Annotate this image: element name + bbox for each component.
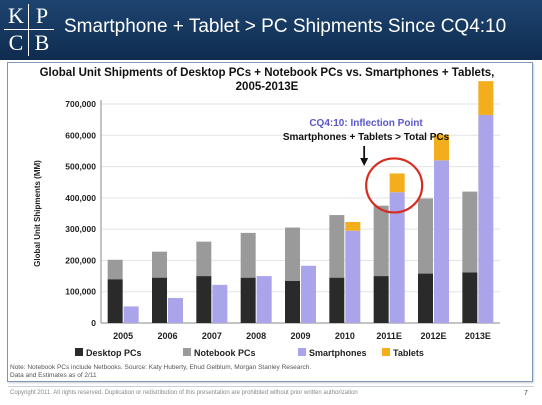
x-tick-label: 2012E — [420, 331, 446, 341]
y-tick-label: 200,000 — [65, 255, 96, 265]
y-tick-label: 100,000 — [65, 287, 96, 297]
annotation-subtitle: Smartphones + Tablets > Total PCs — [283, 132, 450, 143]
legend-swatch — [183, 348, 191, 356]
logo-letter: C — [8, 30, 24, 55]
legend-label: Notebook PCs — [194, 348, 256, 358]
bar-desktop-pcs — [462, 272, 478, 323]
bar-tablets — [345, 221, 361, 231]
bar-notebook-pcs — [152, 251, 167, 278]
divider — [8, 386, 534, 387]
bar-desktop-pcs — [196, 276, 212, 323]
bar-notebook-pcs — [462, 191, 478, 273]
y-tick-label: 300,000 — [65, 224, 96, 234]
bar-notebook-pcs — [418, 198, 433, 274]
y-tick-label: 600,000 — [65, 130, 96, 140]
bar-smartphones — [301, 265, 316, 323]
footnote-line: Data and Estimates as of 2/11 — [10, 372, 97, 379]
bar-desktop-pcs — [418, 273, 433, 323]
x-tick-label: 2008 — [246, 331, 266, 341]
bar-desktop-pcs — [240, 277, 256, 323]
header-bar: K P C B Smartphone + Tablet > PC Shipmen… — [0, 0, 542, 60]
y-tick-label: 500,000 — [65, 162, 96, 172]
bar-notebook-pcs — [373, 205, 389, 277]
legend-swatch — [382, 348, 390, 356]
bar-notebook-pcs — [329, 215, 345, 278]
logo-letter: P — [35, 3, 49, 28]
chart-title: Global Unit Shipments of Desktop PCs + N… — [10, 66, 524, 94]
bar-desktop-pcs — [107, 279, 123, 323]
bar-tablets — [434, 134, 449, 161]
x-tick-label: 2011E — [376, 331, 402, 341]
logo-letter: B — [34, 30, 50, 55]
y-tick-label: 0 — [91, 318, 96, 328]
x-tick-label: 2010 — [335, 331, 355, 341]
y-axis-label: Global Unit Shipments (MM) — [33, 160, 42, 267]
bar-tablets — [389, 173, 405, 193]
bar-desktop-pcs — [329, 277, 345, 323]
bar-tablets — [478, 81, 494, 115]
x-tick-label: 2005 — [113, 331, 133, 341]
logo-letter: K — [8, 3, 24, 28]
bar-notebook-pcs — [196, 241, 212, 277]
x-tick-label: 2006 — [157, 331, 177, 341]
legend-label: Tablets — [393, 348, 424, 358]
highlight-circle — [365, 157, 424, 214]
logo-divider — [28, 4, 29, 56]
x-tick-label: 2013E — [465, 331, 491, 341]
bar-notebook-pcs — [107, 259, 123, 280]
bar-desktop-pcs — [373, 276, 389, 323]
y-tick-label: 700,000 — [65, 99, 96, 109]
slide-title: Smartphone + Tablet > PC Shipments Since… — [64, 16, 507, 37]
bar-notebook-pcs — [240, 232, 256, 278]
x-tick-label: 2009 — [290, 331, 310, 341]
bar-smartphones — [478, 114, 494, 323]
bar-desktop-pcs — [152, 277, 167, 323]
page-number: 7 — [524, 390, 528, 397]
arrow-head-icon — [360, 158, 369, 166]
copyright-text: Copyright 2011. All rights reserved. Dup… — [10, 390, 358, 396]
x-tick-label: 2007 — [202, 331, 222, 341]
chart-title-line: Global Unit Shipments of Desktop PCs + N… — [39, 67, 495, 79]
annotation-title: CQ4:10: Inflection Point — [309, 118, 423, 129]
bar-smartphones — [212, 284, 228, 323]
footnote: Note: Notebook PCs include Netbooks. Sou… — [10, 364, 311, 380]
bar-smartphones — [345, 230, 361, 323]
bar-desktop-pcs — [285, 280, 300, 323]
bar-smartphones — [389, 192, 405, 323]
chart-title-line: 2005-2013E — [235, 81, 299, 93]
bar-notebook-pcs — [285, 227, 300, 281]
legend-label: Smartphones — [309, 348, 367, 358]
legend-swatch — [298, 348, 306, 356]
legend-label: Desktop PCs — [86, 348, 142, 358]
legend-swatch — [75, 348, 83, 356]
logo-divider — [4, 29, 54, 30]
bar-smartphones — [434, 160, 449, 323]
y-tick-label: 400,000 — [65, 193, 96, 203]
footnote-line: Note: Notebook PCs include Netbooks. Sou… — [10, 364, 312, 371]
bar-smartphones — [123, 306, 139, 323]
bar-smartphones — [168, 297, 183, 323]
bar-smartphones — [256, 276, 272, 323]
